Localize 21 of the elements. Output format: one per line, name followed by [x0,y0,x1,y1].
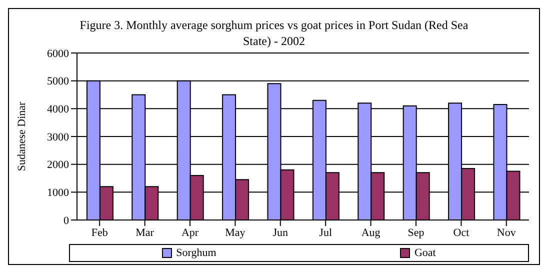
legend-label: Sorghum [175,246,216,260]
x-tick-label: Jun [272,226,289,239]
x-tick-label: Oct [453,226,470,239]
y-tick-label: 6000 [47,48,70,60]
x-tick-label: Aug [361,226,381,239]
x-tick-label: Feb [91,226,108,239]
y-tick-label: 1000 [47,187,70,200]
legend-label: Goat [413,246,436,260]
y-axis-title: Sudanese Dinar [16,101,28,172]
y-tick-label: 3000 [47,131,70,144]
y-tick-label: 2000 [47,159,70,172]
chart-title: Figure 3. Monthly average sorghum prices vs goat prices in Port Sudan (Red Sea State) - 2002 [78,17,470,49]
x-tick-label: Apr [181,226,199,239]
x-tick-label: Nov [496,226,516,239]
x-tick-label: Mar [136,226,154,239]
y-tick-label: 4000 [47,104,70,116]
y-tick-label: 5000 [47,76,70,88]
x-tick-label: May [225,226,246,239]
x-tick-label: Jul [319,226,332,239]
x-tick-label: Sep [408,226,425,239]
y-tick-label: 0 [64,214,70,227]
